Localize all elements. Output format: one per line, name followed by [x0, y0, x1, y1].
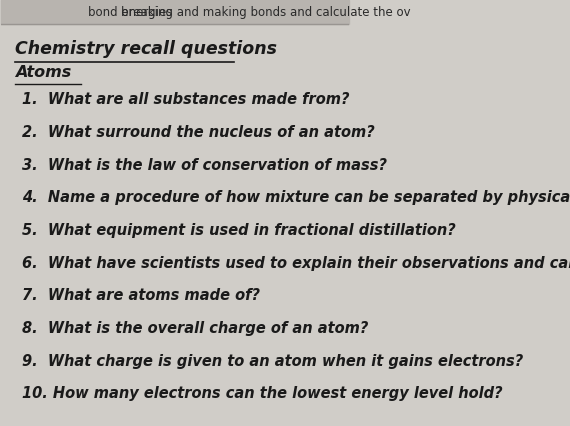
Text: 5.  What equipment is used in fractional distillation?: 5. What equipment is used in fractional … [22, 222, 456, 237]
Text: Atoms: Atoms [15, 65, 72, 80]
Text: 10. How many electrons can the lowest energy level hold?: 10. How many electrons can the lowest en… [22, 386, 503, 400]
Text: 2.  What surround the nucleus of an atom?: 2. What surround the nucleus of an atom? [22, 125, 375, 140]
Text: 7.  What are atoms made of?: 7. What are atoms made of? [22, 288, 260, 302]
Text: 9.  What charge is given to an atom when it gains electrons?: 9. What charge is given to an atom when … [22, 353, 523, 368]
Text: Chemistry recall questions: Chemistry recall questions [15, 40, 277, 58]
Text: 6.  What have scientists used to explain their observations and calculations?: 6. What have scientists used to explain … [22, 255, 570, 270]
Text: 4.  Name a procedure of how mixture can be separated by physically.: 4. Name a procedure of how mixture can b… [22, 190, 570, 205]
Text: 3.  What is the law of conservation of mass?: 3. What is the law of conservation of ma… [22, 157, 387, 172]
Bar [1, 1, 349, 25]
Text: bond energies: bond energies [88, 6, 172, 19]
Text: 8.  What is the overall charge of an atom?: 8. What is the overall charge of an atom… [22, 320, 369, 335]
Text: 1.  What are all substances made from?: 1. What are all substances made from? [22, 92, 350, 107]
Text: breaking and making bonds and calculate the ov: breaking and making bonds and calculate … [121, 6, 410, 19]
